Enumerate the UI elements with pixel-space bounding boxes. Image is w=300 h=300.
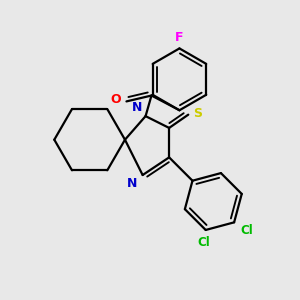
Text: O: O [110,93,121,106]
Text: Cl: Cl [241,224,254,237]
Text: Cl: Cl [198,236,211,249]
Text: S: S [193,107,202,120]
Text: F: F [175,31,184,44]
Text: N: N [127,177,137,190]
Text: N: N [132,101,142,114]
